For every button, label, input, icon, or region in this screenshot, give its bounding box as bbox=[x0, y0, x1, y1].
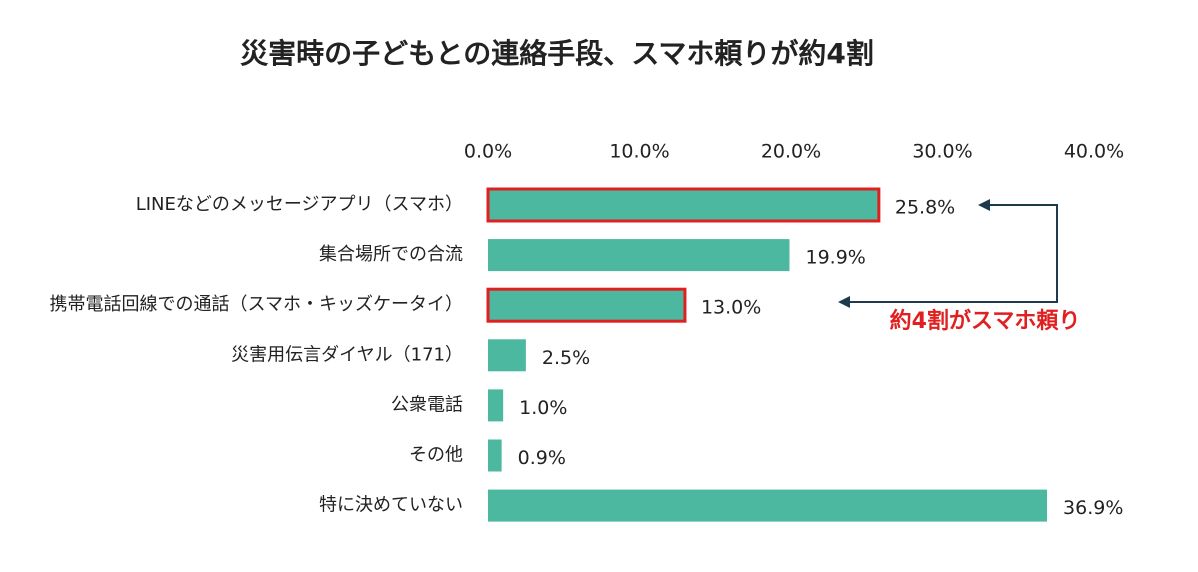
bar bbox=[488, 339, 526, 372]
category-label: 集合場所での合流 bbox=[319, 244, 463, 265]
category-label: 公衆電話 bbox=[391, 394, 463, 415]
category-label: 特に決めていない bbox=[319, 495, 463, 516]
value-label: 2.5% bbox=[542, 347, 590, 369]
value-label: 13.0% bbox=[701, 297, 761, 319]
value-label: 36.9% bbox=[1063, 497, 1123, 519]
bar bbox=[488, 239, 790, 272]
x-tick-label: 10.0% bbox=[609, 141, 669, 163]
value-label: 25.8% bbox=[895, 197, 955, 219]
category-label: その他 bbox=[409, 445, 463, 466]
bar bbox=[486, 287, 687, 323]
value-label: 19.9% bbox=[805, 247, 865, 269]
x-tick-label: 30.0% bbox=[912, 141, 972, 163]
arrow-head bbox=[978, 199, 990, 211]
value-label: 1.0% bbox=[519, 397, 567, 419]
value-label: 0.9% bbox=[518, 447, 566, 469]
annotation-arrow bbox=[850, 204, 1058, 303]
category-label: LINEなどのメッセージアプリ（スマホ） bbox=[136, 194, 463, 215]
bar bbox=[488, 489, 1048, 522]
category-label: 災害用伝言ダイヤル（171） bbox=[231, 344, 463, 365]
chart-title: 災害時の子どもとの連絡手段、スマホ頼りが約4割 bbox=[240, 37, 874, 70]
bar bbox=[486, 187, 881, 223]
x-tick-label: 20.0% bbox=[761, 141, 821, 163]
arrow-line bbox=[850, 204, 1058, 303]
category-label: 携帯電話回線での通話（スマホ・キッズケータイ） bbox=[50, 294, 463, 315]
bar bbox=[488, 439, 502, 472]
x-tick-label: 0.0% bbox=[464, 141, 512, 163]
arrow-head bbox=[838, 296, 850, 308]
bar bbox=[488, 389, 504, 422]
annotation: 約4割がスマホ頼り bbox=[890, 308, 1081, 334]
x-tick-label: 40.0% bbox=[1064, 141, 1124, 163]
